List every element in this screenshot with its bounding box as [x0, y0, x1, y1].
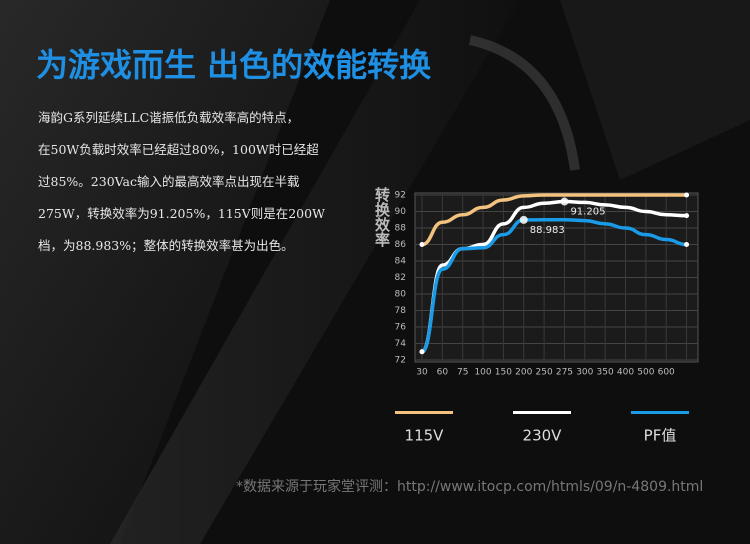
y-tick-label: 78: [395, 306, 407, 316]
paragraph-line: 过85%。230Vac输入的最高效率点出现在半载: [38, 174, 300, 189]
y-tick-label: 84: [395, 257, 407, 267]
paragraph-line: 275W，转换效率为91.205%，115V则是在200W: [38, 206, 325, 221]
end-dot: [684, 192, 690, 198]
x-tick-label: 250: [536, 368, 553, 378]
x-tick-label: 275: [556, 368, 573, 378]
y-axis-label: 转换效率: [373, 187, 391, 247]
y-tick-label: 86: [395, 240, 407, 250]
annotation-dot: [560, 197, 569, 206]
x-tick-label: 150: [495, 368, 512, 378]
end-dot: [419, 349, 425, 355]
legend-swatch: [395, 411, 453, 414]
x-tick-label: 30: [416, 368, 428, 378]
paragraph-line: 档，为88.983%；整体的转换效率甚为出色。: [38, 238, 294, 253]
x-tick-label: 100: [474, 368, 491, 378]
y-tick-label: 88: [395, 224, 407, 234]
annotation-dot: [519, 215, 528, 224]
y-tick-label: 74: [395, 339, 407, 349]
x-tick-label: 300: [576, 368, 593, 378]
series-line: [421, 193, 687, 247]
source: *数据来源于玩家堂评测：http://www.itocp.com/htmls/0…: [236, 479, 704, 495]
legend-swatch: [631, 411, 689, 414]
legend-label: PF值: [644, 427, 677, 445]
paragraph-line: 在50W负载时效率已经超过80%，100W时已经超: [38, 142, 319, 157]
annotation-label: 88.983: [530, 225, 565, 236]
legend-swatch: [513, 411, 571, 414]
end-dot: [419, 242, 425, 247]
y-tick-label: 76: [395, 323, 407, 333]
x-tick-label: 200: [515, 368, 532, 378]
x-tick-label: 600: [658, 368, 675, 378]
end-dot: [684, 242, 690, 247]
legend-label: 115V: [405, 427, 445, 445]
x-tick-label: 60: [437, 368, 449, 378]
x-tick-label: 75: [457, 368, 468, 378]
annotation-label: 91.205: [570, 207, 605, 218]
y-tick-label: 82: [395, 273, 406, 283]
paragraph: 海韵G系列延续LLC谐振低负载效率高的特点， 在50W负载时效率已经超过80%，1…: [38, 102, 325, 262]
y-tick-label: 90: [395, 207, 407, 217]
series-line: [420, 218, 687, 354]
paragraph-line: 海韵G系列延续LLC谐振低负载效率高的特点，: [38, 110, 300, 125]
y-tick-label: 72: [395, 356, 406, 366]
y-tick-label: 80: [395, 290, 407, 300]
y-tick-label: 92: [395, 191, 406, 201]
title: 为游戏而生 出色的效能转换: [36, 46, 432, 84]
legend-label: 230V: [523, 427, 563, 445]
end-dot: [684, 213, 690, 219]
x-tick-label: 400: [617, 368, 634, 378]
x-tick-label: 500: [637, 368, 654, 378]
x-tick-label: 350: [597, 368, 614, 378]
